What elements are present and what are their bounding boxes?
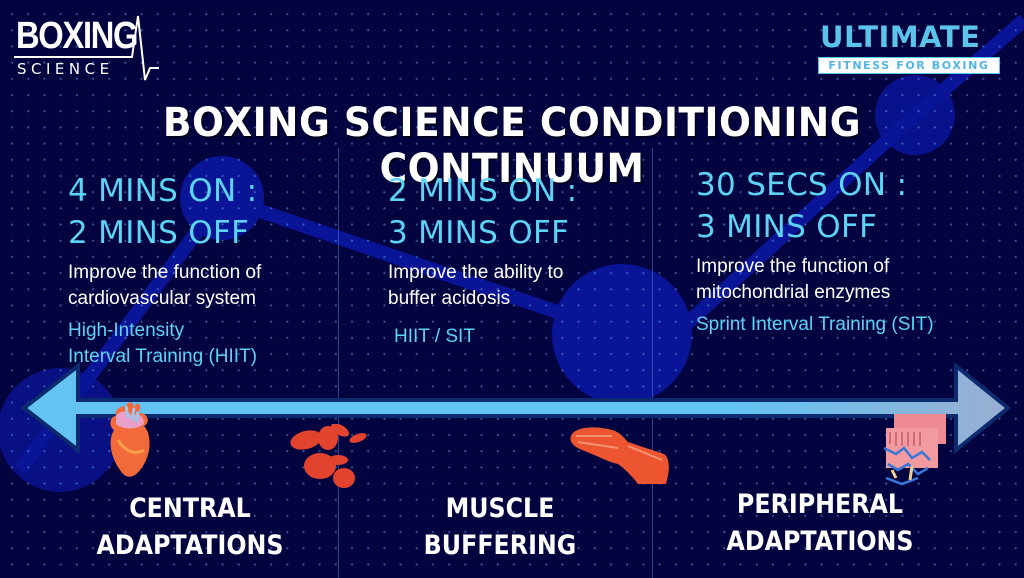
label-line: CENTRAL — [129, 493, 251, 524]
timing-off: 3 MINS OFF — [696, 209, 878, 245]
label-line: MUSCLE — [445, 493, 555, 524]
column-divider — [652, 148, 653, 578]
ultimate-fitness-logo: ULTIMATE FITNESS FOR BOXING — [818, 20, 1002, 76]
label-line: PERIPHERAL — [736, 489, 904, 520]
logo-word-science: SCIENCE — [17, 60, 114, 78]
column-divider — [338, 148, 339, 578]
description-line: cardiovascular system — [68, 288, 256, 309]
label-muscle-buffering: MUSCLE BUFFERING — [394, 490, 605, 564]
red-blood-cells-icon — [290, 424, 367, 488]
muscle-fiber-icon — [570, 427, 669, 484]
column-peripheral: 30 SECS ON : 3 MINS OFF Improve the func… — [696, 164, 1016, 338]
label-central-adaptations: CENTRAL ADAPTATIONS — [84, 490, 295, 564]
method-line: Sprint Interval Training (SIT) — [696, 314, 934, 335]
logo-tagline: FITNESS FOR BOXING — [818, 57, 1000, 74]
label-line: BUFFERING — [423, 530, 577, 561]
timing-off: 2 MINS OFF — [68, 215, 250, 251]
boxing-science-logo: BOXING SCIENCE — [14, 14, 159, 82]
training-method: High-Intensity Interval Training (HIIT) — [68, 318, 338, 370]
method-line: Interval Training (HIIT) — [68, 346, 257, 367]
training-method: HIIT / SIT — [388, 324, 648, 350]
description-line: Improve the function of — [696, 256, 890, 277]
description-line: Improve the ability to — [388, 262, 564, 283]
page-title: BOXING SCIENCE CONDITIONING CONTINUUM — [162, 100, 862, 192]
logo-word-boxing: BOXING — [16, 15, 138, 57]
timing-on: 30 SECS ON : — [696, 167, 908, 203]
description: Improve the function of mitochondrial en… — [696, 254, 1016, 306]
timing-on: 4 MINS ON : — [68, 173, 258, 209]
training-method: Sprint Interval Training (SIT) — [696, 312, 1016, 338]
method-line: High-Intensity — [68, 320, 185, 341]
heartbeat-line-icon — [14, 15, 159, 81]
logo-word-ultimate: ULTIMATE — [820, 20, 981, 54]
description-line: buffer acidosis — [388, 288, 511, 309]
description-line: Improve the function of — [68, 262, 262, 283]
column-muscle-buffering: 2 MINS ON : 3 MINS OFF Improve the abili… — [388, 170, 648, 350]
column-central: 4 MINS ON : 2 MINS OFF Improve the funct… — [68, 170, 338, 370]
method-line: HIIT / SIT — [394, 326, 475, 347]
description: Improve the ability to buffer acidosis — [388, 260, 648, 312]
label-line: ADAPTATIONS — [726, 526, 914, 557]
capillary-tissue-icon — [883, 414, 946, 486]
timing-off: 3 MINS OFF — [388, 215, 570, 251]
description-line: mitochondrial enzymes — [696, 282, 891, 303]
continuum-double-arrow-icon — [20, 361, 1012, 455]
label-peripheral-adaptations: PERIPHERAL ADAPTATIONS — [714, 486, 925, 560]
timing-on: 2 MINS ON : — [388, 173, 578, 209]
heart-icon — [110, 402, 150, 477]
description: Improve the function of cardiovascular s… — [68, 260, 338, 312]
label-line: ADAPTATIONS — [96, 530, 284, 561]
